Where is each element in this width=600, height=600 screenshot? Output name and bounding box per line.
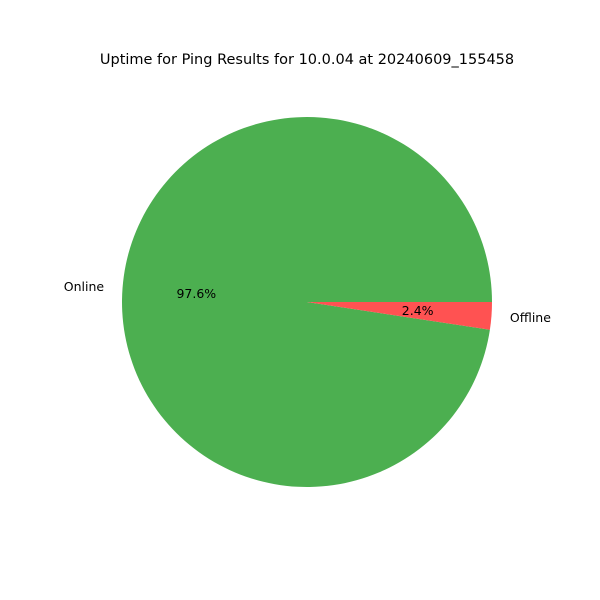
pie-slice-online [122, 117, 492, 488]
pie-labels: Online 97.6% Offline 2.4% [64, 279, 551, 325]
pie-slices [122, 117, 492, 488]
pie-slice-offline [307, 302, 492, 330]
slice-pct-online: 97.6% [176, 286, 216, 301]
slice-label-offline: Offline [510, 310, 551, 325]
slice-pct-offline: 2.4% [402, 303, 434, 318]
chart-title: Uptime for Ping Results for 10.0.04 at 2… [100, 52, 514, 68]
slice-label-online: Online [64, 279, 105, 294]
